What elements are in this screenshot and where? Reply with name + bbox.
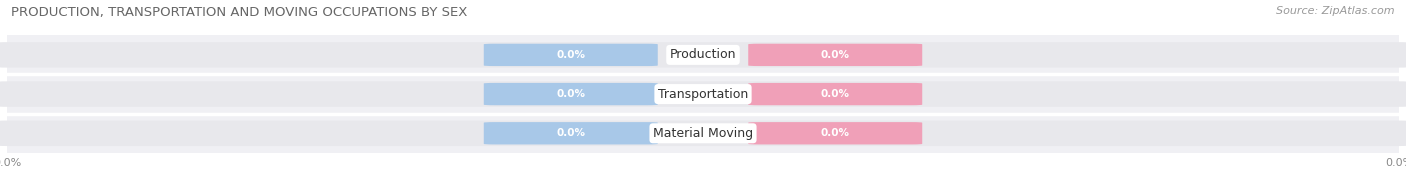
FancyBboxPatch shape <box>484 122 658 144</box>
Text: 0.0%: 0.0% <box>821 50 849 60</box>
Text: 0.0%: 0.0% <box>821 128 849 138</box>
FancyBboxPatch shape <box>484 83 658 105</box>
Text: Source: ZipAtlas.com: Source: ZipAtlas.com <box>1277 6 1395 16</box>
FancyBboxPatch shape <box>748 122 922 144</box>
FancyBboxPatch shape <box>748 44 922 66</box>
Text: 0.0%: 0.0% <box>557 89 585 99</box>
Text: Transportation: Transportation <box>658 88 748 101</box>
FancyBboxPatch shape <box>484 44 658 66</box>
FancyBboxPatch shape <box>0 81 1406 107</box>
Text: Production: Production <box>669 48 737 61</box>
FancyBboxPatch shape <box>748 83 922 105</box>
Text: 0.0%: 0.0% <box>557 128 585 138</box>
Text: Material Moving: Material Moving <box>652 127 754 140</box>
Text: PRODUCTION, TRANSPORTATION AND MOVING OCCUPATIONS BY SEX: PRODUCTION, TRANSPORTATION AND MOVING OC… <box>11 6 468 19</box>
Text: 0.0%: 0.0% <box>821 89 849 99</box>
FancyBboxPatch shape <box>0 121 1406 146</box>
Text: 0.0%: 0.0% <box>557 50 585 60</box>
FancyBboxPatch shape <box>0 42 1406 68</box>
